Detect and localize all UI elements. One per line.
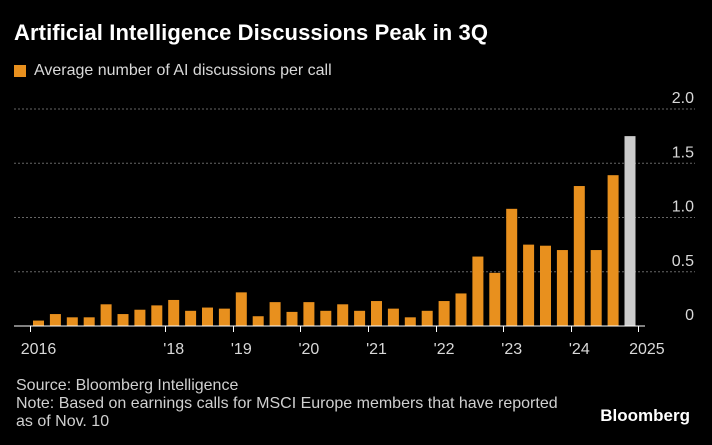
bar — [489, 272, 501, 326]
bar-latest — [624, 136, 636, 326]
bar — [269, 302, 281, 326]
bar — [33, 320, 44, 326]
bar — [573, 186, 585, 326]
bar — [151, 305, 163, 326]
legend-label: Average number of AI discussions per cal… — [34, 62, 332, 79]
source-note: Source: Bloomberg Intelligence — [16, 377, 239, 394]
bar — [100, 304, 112, 326]
bar — [66, 317, 78, 326]
y-tick-label: 0.5 — [672, 253, 694, 270]
bar — [354, 310, 366, 326]
bar — [185, 310, 197, 326]
legend-swatch — [14, 65, 26, 77]
y-tick-label: 2.0 — [672, 90, 694, 107]
bar — [83, 317, 95, 326]
bar — [523, 244, 535, 326]
methodology-note: Note: Based on earnings calls for MSCI E… — [16, 395, 558, 412]
bar — [607, 175, 619, 326]
footer-notes: Source: Bloomberg Intelligence Note: Bas… — [16, 377, 558, 431]
bar — [590, 250, 602, 326]
bar — [387, 308, 399, 326]
bar — [455, 293, 467, 326]
methodology-note-continued: as of Nov. 10 — [16, 413, 110, 430]
bar — [117, 314, 129, 326]
bar — [286, 311, 298, 326]
bar — [421, 310, 433, 326]
bloomberg-logo: Bloomberg — [600, 406, 690, 425]
bar — [252, 316, 264, 326]
bar — [168, 299, 180, 326]
bar — [49, 314, 61, 326]
y-tick-label: 1.0 — [672, 199, 694, 216]
bar — [202, 307, 213, 326]
y-tick-label: 0 — [685, 307, 694, 324]
bar — [506, 208, 518, 326]
bar — [472, 256, 484, 326]
x-tick-label: '20 — [298, 341, 319, 358]
bar — [337, 304, 349, 326]
x-tick-label: '24 — [569, 341, 590, 358]
bar — [438, 301, 450, 326]
bar — [371, 301, 382, 326]
chart-legend: Average number of AI discussions per cal… — [14, 62, 332, 80]
bar — [218, 308, 230, 326]
x-tick-label: '19 — [231, 341, 252, 358]
x-tick-label: '21 — [366, 341, 387, 358]
x-tick-label: 2016 — [21, 341, 57, 358]
bar — [235, 292, 247, 326]
x-tick-label: 2025 — [629, 341, 665, 358]
bar — [540, 245, 551, 326]
bar — [404, 317, 416, 326]
bar — [134, 309, 146, 326]
x-tick-label: '18 — [163, 341, 184, 358]
bar — [320, 310, 332, 326]
y-tick-label: 1.5 — [672, 144, 694, 161]
bar — [303, 302, 315, 326]
x-tick-label: '23 — [501, 341, 522, 358]
bar — [556, 250, 568, 326]
chart-title: Artificial Intelligence Discussions Peak… — [14, 20, 489, 45]
x-tick-label: '22 — [434, 341, 455, 358]
